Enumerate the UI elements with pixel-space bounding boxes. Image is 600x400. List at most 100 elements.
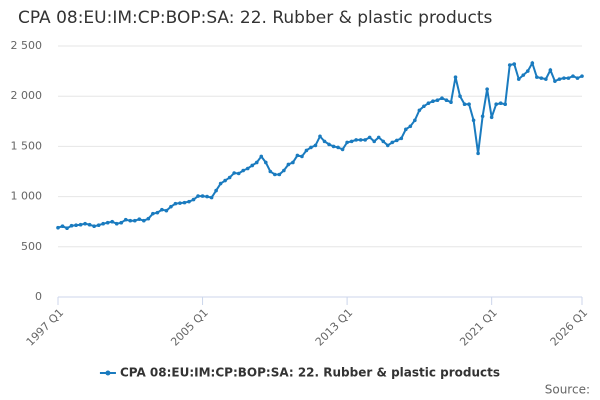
chart-title: CPA 08:EU:IM:CP:BOP:SA: 22. Rubber & pla… [18, 8, 493, 28]
point [471, 118, 476, 123]
legend-marker [105, 370, 111, 376]
point [187, 199, 191, 204]
point [372, 139, 377, 144]
point [114, 221, 119, 226]
point [327, 142, 331, 147]
point [485, 87, 489, 91]
point [444, 98, 449, 103]
point [331, 144, 336, 149]
point [376, 135, 381, 140]
point [232, 171, 236, 175]
point [87, 222, 92, 227]
point [236, 171, 241, 176]
point [277, 172, 282, 177]
y-tick-label: 2 500 [11, 39, 43, 52]
point [340, 147, 345, 152]
legend-label: CPA 08:EU:IM:CP:BOP:SA: 22. Rubber & pla… [120, 366, 500, 380]
point [214, 188, 218, 193]
point [408, 124, 413, 129]
point [155, 210, 160, 215]
point [354, 138, 358, 142]
y-tick-label: 2 000 [11, 89, 43, 102]
point [119, 220, 124, 225]
point [146, 216, 151, 221]
point [336, 145, 340, 150]
point [404, 127, 408, 132]
point [223, 178, 227, 183]
point [209, 195, 214, 200]
point [566, 76, 571, 80]
x-tick-label: 2021 Q1 [457, 306, 500, 349]
point [218, 181, 223, 186]
x-tick-label: 2013 Q1 [313, 306, 356, 349]
point [525, 69, 530, 73]
point [300, 154, 304, 159]
point [503, 102, 508, 107]
y-tick-label: 1 500 [11, 139, 43, 152]
point [263, 160, 268, 165]
point [435, 98, 440, 103]
point [205, 194, 209, 199]
legend-item: CPA 08:EU:IM:CP:BOP:SA: 22. Rubber & pla… [99, 366, 500, 380]
y-tick-label: 500 [21, 240, 42, 253]
point [462, 102, 467, 107]
x-tick-label: 2026 Q1 [548, 306, 591, 349]
point [178, 201, 182, 205]
point [200, 194, 205, 198]
point [367, 135, 372, 140]
x-tick-label: 1997 Q1 [24, 306, 67, 349]
point [227, 175, 232, 180]
series-line [57, 60, 583, 230]
point [548, 68, 553, 72]
point [394, 138, 399, 143]
point [498, 101, 503, 106]
point [449, 100, 453, 105]
point [480, 114, 485, 119]
point [110, 219, 115, 224]
point [128, 218, 133, 223]
point [571, 74, 575, 78]
point [431, 99, 435, 104]
point [476, 151, 480, 156]
point [426, 101, 431, 106]
point [74, 223, 78, 228]
point [65, 226, 69, 231]
point [83, 221, 87, 226]
y-tick-label: 0 [35, 290, 42, 303]
point [160, 207, 164, 212]
point [273, 172, 277, 177]
point [349, 139, 354, 144]
point [530, 61, 535, 65]
point [512, 62, 517, 66]
point [535, 75, 539, 79]
point [304, 148, 309, 153]
point [313, 143, 318, 148]
point [196, 194, 200, 198]
point [191, 197, 196, 202]
point [69, 223, 74, 228]
point [580, 74, 584, 78]
point [562, 76, 566, 80]
point [507, 63, 512, 67]
point [101, 221, 105, 226]
point [173, 201, 178, 206]
point [137, 217, 142, 221]
point [381, 139, 386, 144]
point [557, 77, 562, 81]
point [268, 169, 273, 174]
point [544, 77, 548, 81]
point [385, 143, 390, 148]
point [521, 73, 526, 77]
point [422, 104, 426, 109]
point [318, 134, 322, 139]
point [142, 218, 146, 223]
point [413, 118, 417, 123]
point [467, 102, 471, 107]
point [363, 138, 367, 142]
point [291, 160, 295, 165]
point [245, 166, 250, 171]
point [241, 168, 246, 173]
point [286, 162, 291, 167]
point [295, 153, 300, 158]
